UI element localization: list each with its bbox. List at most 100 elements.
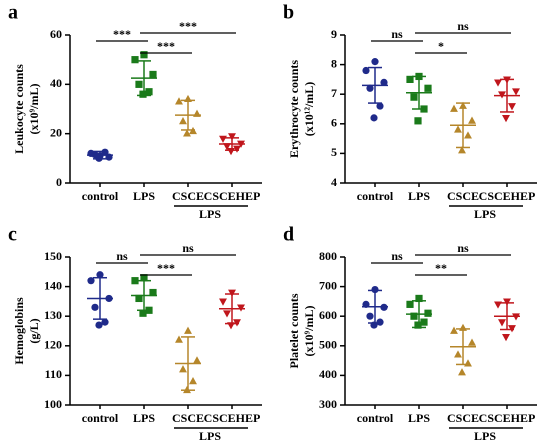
point (370, 114, 378, 122)
point (219, 135, 227, 143)
point (91, 303, 99, 311)
panel: d Platelet counts (x10⁹/mL) 300 400 500 600 700… (283, 224, 537, 443)
y-tick-label: 500 (319, 338, 337, 352)
point (233, 319, 241, 327)
point (371, 58, 379, 66)
point (380, 78, 388, 86)
point (366, 312, 374, 320)
point (149, 70, 157, 79)
point (228, 133, 236, 141)
point (502, 334, 510, 342)
point (458, 146, 466, 154)
significance-label: ns (391, 27, 403, 41)
point (140, 51, 148, 59)
x-tick-label: control (357, 189, 394, 203)
panel-letter: b (283, 2, 294, 24)
x-tick-label: CSCE (447, 411, 479, 425)
point (410, 93, 418, 101)
point (233, 145, 241, 153)
panel-letter: c (8, 224, 17, 246)
point (179, 117, 187, 125)
point (184, 326, 192, 334)
y-axis-label: Leukocyte counts (12, 64, 26, 154)
point (414, 117, 422, 125)
point (494, 301, 502, 309)
point (468, 116, 476, 124)
x-tick-label: CSCEHEP (479, 189, 536, 203)
y-tick-label: 8 (331, 56, 337, 70)
point (406, 75, 414, 83)
point (193, 356, 201, 364)
point (139, 309, 147, 317)
x-tick-label: CSCEHEP (204, 189, 261, 203)
point (503, 298, 511, 306)
significance-label: *** (157, 261, 175, 275)
point (149, 288, 157, 297)
y-axis-label: Platelet counts (287, 293, 301, 368)
point (219, 298, 227, 306)
point (87, 277, 95, 285)
point (502, 115, 510, 123)
significance-label: ** (435, 261, 447, 275)
point (366, 84, 374, 92)
point (508, 103, 516, 111)
y-axis-label: (x10¹²/mL) (302, 82, 316, 137)
panel: a Leukocyte counts (x10⁹/mL) 0 20 40 60 control… (8, 2, 262, 221)
point (415, 294, 423, 303)
y-axis-label: (x10⁹/mL) (302, 306, 316, 357)
y-axis-label: (g/L) (27, 318, 41, 343)
significance-label: * (438, 39, 444, 53)
x-tick-label: LPS (133, 411, 155, 425)
point (424, 84, 432, 92)
panel-letter: d (283, 224, 294, 246)
point (508, 325, 516, 333)
y-tick-label: 700 (319, 278, 337, 292)
point (135, 80, 143, 88)
significance-label: ns (391, 249, 403, 263)
point (450, 326, 458, 334)
panel: c Hemoglobins (g/L) 100 110 120 130 140 150 contr… (8, 224, 262, 443)
point (227, 148, 235, 156)
point (424, 309, 432, 317)
point (95, 321, 103, 329)
y-axis-label: Hemoglobins (12, 297, 26, 365)
y-tick-label: 400 (319, 367, 337, 381)
y-tick-label: 5 (331, 145, 337, 159)
x-tick-label: CSCE (172, 189, 204, 203)
y-tick-label: 7 (331, 86, 337, 100)
significance-label: ns (457, 19, 469, 33)
point (183, 129, 191, 137)
point (371, 285, 379, 294)
y-tick-label: 4 (331, 175, 337, 189)
x-tick-label: LPS (133, 189, 155, 203)
point (223, 310, 231, 318)
x-tick-label: CSCE (172, 411, 204, 425)
point (139, 90, 147, 98)
point (494, 79, 502, 87)
significance-label: *** (157, 39, 175, 53)
point (512, 88, 520, 96)
significance-label: ns (457, 241, 469, 255)
y-axis-label: (x10⁹/mL) (27, 84, 41, 135)
x-tick-label: CSCE (447, 189, 479, 203)
point (131, 56, 139, 64)
point (140, 274, 148, 282)
y-tick-label: 800 (319, 249, 337, 263)
x-tick-label: control (82, 411, 119, 425)
significance-label: *** (179, 19, 197, 33)
point (135, 294, 143, 303)
point (228, 289, 236, 297)
point (131, 277, 139, 285)
y-tick-label: 60 (50, 27, 62, 41)
point (410, 312, 418, 320)
x-tick-label: LPS (408, 189, 430, 203)
point (464, 359, 472, 367)
y-tick-label: 600 (319, 308, 337, 322)
panel: b Erythrocyte counts (x10¹²/mL) 4 5 6 7 8 9 contr… (283, 2, 537, 221)
point (175, 97, 183, 105)
point (498, 91, 506, 99)
significance-label: ns (182, 241, 194, 255)
x-tick-label: CSCEHEP (204, 411, 261, 425)
point (498, 319, 506, 327)
point (179, 365, 187, 373)
